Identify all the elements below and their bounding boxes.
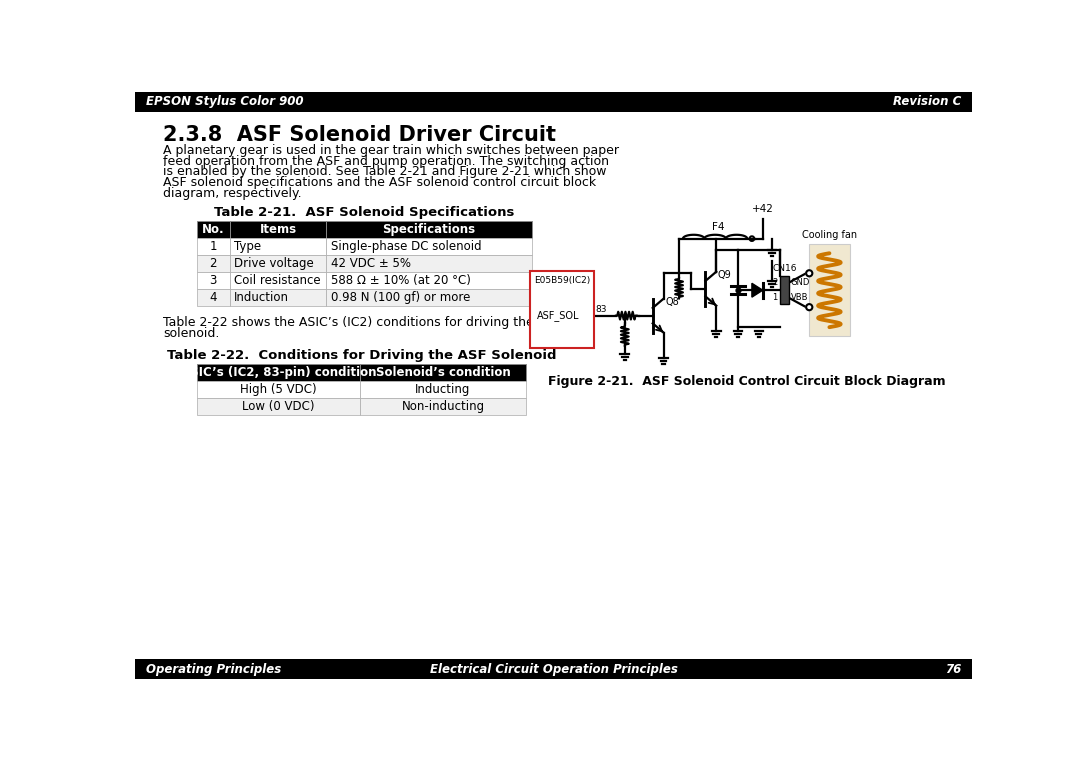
Text: Items: Items [259, 223, 297, 236]
Text: 1: 1 [772, 294, 778, 302]
Text: ASF_SOL: ASF_SOL [537, 311, 579, 321]
Circle shape [806, 304, 812, 311]
Text: E05B59(IC2): E05B59(IC2) [534, 275, 590, 285]
Text: 588 Ω ± 10% (at 20 °C): 588 Ω ± 10% (at 20 °C) [332, 274, 471, 287]
Text: 42 VDC ± 5%: 42 VDC ± 5% [332, 257, 411, 270]
Bar [230, 238, 326, 255]
Bar [197, 272, 230, 288]
Text: Solenoid’s condition: Solenoid’s condition [376, 366, 511, 379]
Text: Operating Principles: Operating Principles [146, 662, 281, 675]
Text: 3: 3 [210, 274, 217, 287]
Text: Type: Type [234, 240, 261, 253]
Bar [230, 288, 326, 306]
Bar [135, 92, 972, 111]
Text: Revision C: Revision C [893, 95, 961, 108]
Bar [197, 221, 230, 238]
Bar [360, 381, 526, 398]
Bar [135, 659, 972, 679]
Bar [326, 255, 531, 272]
Bar [780, 276, 789, 304]
Bar [530, 271, 594, 348]
Bar [197, 364, 360, 381]
Bar [230, 255, 326, 272]
Text: solenoid.: solenoid. [163, 327, 219, 340]
Text: Inducting: Inducting [416, 383, 471, 396]
Text: Specifications: Specifications [382, 223, 475, 236]
Text: 76: 76 [945, 662, 961, 675]
Bar [326, 221, 531, 238]
Bar [230, 221, 326, 238]
Polygon shape [752, 283, 762, 297]
Text: +42: +42 [752, 204, 773, 214]
Text: No.: No. [202, 223, 225, 236]
Text: ASIC’s (IC2, 83-pin) condition: ASIC’s (IC2, 83-pin) condition [180, 366, 376, 379]
Text: Non-inducting: Non-inducting [402, 400, 485, 413]
Text: EPSON Stylus Color 900: EPSON Stylus Color 900 [146, 95, 303, 108]
Text: 4: 4 [210, 291, 217, 304]
Text: Table 2-21.  ASF Solenoid Specifications: Table 2-21. ASF Solenoid Specifications [214, 205, 514, 218]
Text: Low (0 VDC): Low (0 VDC) [242, 400, 314, 413]
Text: 2: 2 [772, 278, 778, 287]
Bar [197, 238, 230, 255]
Text: Cooling fan: Cooling fan [801, 230, 856, 240]
Text: Table 2-22 shows the ASIC’s (IC2) conditions for driving the ASF: Table 2-22 shows the ASIC’s (IC2) condit… [163, 317, 562, 330]
Bar [197, 381, 360, 398]
Text: Q9: Q9 [718, 270, 731, 280]
Circle shape [806, 270, 812, 276]
Bar [197, 398, 360, 415]
Text: Table 2-22.  Conditions for Driving the ASF Solenoid: Table 2-22. Conditions for Driving the A… [167, 349, 556, 362]
Text: Coil resistance: Coil resistance [234, 274, 321, 287]
Bar [809, 244, 850, 336]
Text: 1: 1 [210, 240, 217, 253]
Bar [197, 288, 230, 306]
Text: Electrical Circuit Operation Principles: Electrical Circuit Operation Principles [430, 662, 677, 675]
Text: 2.3.8  ASF Solenoid Driver Circuit: 2.3.8 ASF Solenoid Driver Circuit [163, 124, 556, 145]
Text: GND: GND [791, 278, 810, 287]
Bar [360, 398, 526, 415]
Text: F4: F4 [712, 223, 725, 233]
Text: is enabled by the solenoid. See Table 2-21 and Figure 2-21 which show: is enabled by the solenoid. See Table 2-… [163, 166, 606, 179]
Text: 0.98 N (100 gf) or more: 0.98 N (100 gf) or more [332, 291, 471, 304]
Text: feed operation from the ASF and pump operation. The switching action: feed operation from the ASF and pump ope… [163, 155, 609, 168]
Bar [230, 272, 326, 288]
Bar [326, 238, 531, 255]
Text: Q8: Q8 [665, 297, 679, 307]
Text: Single-phase DC solenoid: Single-phase DC solenoid [332, 240, 482, 253]
Text: ASF solenoid specifications and the ASF solenoid control circuit block: ASF solenoid specifications and the ASF … [163, 176, 596, 189]
Bar [197, 255, 230, 272]
Text: CN16: CN16 [772, 264, 797, 273]
Text: A planetary gear is used in the gear train which switches between paper: A planetary gear is used in the gear tra… [163, 144, 619, 157]
Text: Figure 2-21.  ASF Solenoid Control Circuit Block Diagram: Figure 2-21. ASF Solenoid Control Circui… [549, 375, 946, 388]
Text: 83: 83 [595, 305, 607, 314]
Text: VBB: VBB [791, 294, 808, 302]
Text: 2: 2 [210, 257, 217, 270]
Text: diagram, respectively.: diagram, respectively. [163, 187, 301, 200]
Bar [326, 288, 531, 306]
Bar [326, 272, 531, 288]
Bar [360, 364, 526, 381]
Text: Drive voltage: Drive voltage [234, 257, 314, 270]
Text: Induction: Induction [234, 291, 289, 304]
Text: High (5 VDC): High (5 VDC) [240, 383, 316, 396]
